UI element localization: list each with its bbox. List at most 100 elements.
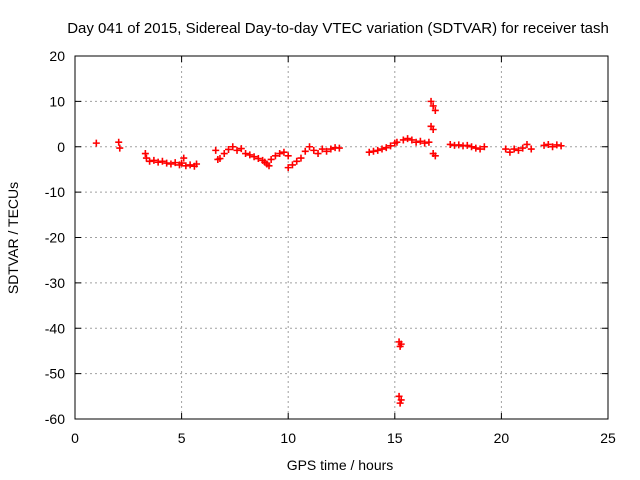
data-point	[519, 144, 527, 152]
data-point	[233, 146, 241, 154]
ticks: 0 5 10 15 20 25 -60 -50 -40 -30 -20 -10 0 10 20	[45, 48, 616, 446]
data-point	[540, 141, 548, 149]
chart-title: Day 041 of 2015, Sidereal Day-to-day VTE…	[67, 20, 609, 37]
y-tick-label: -30	[45, 275, 65, 291]
data-point	[425, 138, 433, 146]
data-point	[171, 159, 179, 167]
data-point	[220, 150, 228, 158]
data-point	[271, 152, 279, 160]
data-point	[237, 145, 245, 153]
data-point	[472, 144, 480, 152]
data-point	[293, 157, 301, 165]
data-point	[446, 140, 454, 148]
data-point	[408, 136, 416, 144]
data-point	[468, 143, 476, 151]
data-point	[146, 157, 154, 165]
data-point	[416, 137, 424, 145]
data-point	[297, 154, 305, 162]
data-point	[280, 148, 288, 156]
data-point	[242, 150, 250, 158]
data-point	[395, 392, 403, 400]
data-point	[549, 143, 557, 151]
data-point	[318, 145, 326, 153]
data-point	[393, 138, 401, 146]
data-point	[284, 164, 292, 172]
data-point	[404, 135, 412, 143]
data-point	[427, 97, 435, 105]
data-point	[387, 142, 395, 150]
data-point	[178, 159, 186, 167]
data-point	[476, 145, 484, 153]
x-tick-label: 20	[494, 430, 510, 446]
x-axis-label: GPS time / hours	[287, 457, 394, 473]
data-points	[92, 97, 565, 407]
data-point	[141, 150, 149, 158]
data-point	[115, 138, 123, 146]
data-point	[267, 155, 275, 163]
data-point	[323, 147, 331, 155]
data-point	[154, 158, 162, 166]
data-point	[250, 153, 258, 161]
data-point	[276, 150, 284, 158]
x-tick-label: 5	[178, 430, 186, 446]
data-point	[429, 102, 437, 110]
y-tick-label: 0	[57, 139, 65, 155]
data-point	[421, 139, 429, 147]
data-point	[397, 396, 405, 404]
data-point	[167, 160, 175, 168]
data-point	[216, 155, 224, 163]
data-point	[314, 150, 322, 158]
data-point	[142, 154, 150, 162]
data-point	[553, 141, 561, 149]
data-point	[92, 139, 100, 147]
data-point	[514, 146, 522, 154]
data-point	[429, 126, 437, 134]
data-point	[306, 143, 314, 151]
data-point	[335, 144, 343, 152]
data-point	[523, 140, 531, 148]
data-point	[431, 106, 439, 114]
data-point	[412, 138, 420, 146]
data-point	[310, 146, 318, 154]
data-point	[163, 159, 171, 167]
y-tick-label: -20	[45, 230, 65, 246]
data-point	[186, 161, 194, 169]
data-point	[431, 152, 439, 160]
data-point	[301, 147, 309, 155]
data-point	[378, 145, 386, 153]
data-point	[397, 340, 405, 348]
data-point	[544, 140, 552, 148]
data-point	[116, 144, 124, 152]
data-point	[463, 141, 471, 149]
data-point	[288, 161, 296, 169]
data-point	[365, 148, 373, 156]
data-point	[506, 148, 514, 156]
data-point	[229, 143, 237, 151]
data-point	[193, 160, 201, 168]
data-point	[265, 162, 273, 170]
y-tick-label: -60	[45, 411, 65, 427]
data-point	[557, 142, 565, 150]
data-point	[527, 145, 535, 153]
data-point	[382, 144, 390, 152]
x-tick-label: 10	[280, 430, 296, 446]
data-point	[254, 155, 262, 163]
data-point	[480, 143, 488, 151]
data-point	[284, 152, 292, 160]
x-tick-label: 25	[600, 430, 616, 446]
y-axis-label: SDTVAR / TECUs	[5, 182, 21, 294]
data-point	[150, 156, 158, 164]
data-point	[399, 136, 407, 144]
data-point	[212, 146, 220, 154]
data-point	[502, 145, 510, 153]
data-point	[510, 145, 518, 153]
data-point	[455, 141, 463, 149]
x-tick-label: 15	[387, 430, 403, 446]
x-tick-label: 0	[71, 430, 79, 446]
grid	[75, 56, 608, 419]
y-tick-label: -10	[45, 184, 65, 200]
data-point	[225, 145, 233, 153]
data-point	[246, 151, 254, 159]
y-tick-label: 20	[49, 48, 65, 64]
